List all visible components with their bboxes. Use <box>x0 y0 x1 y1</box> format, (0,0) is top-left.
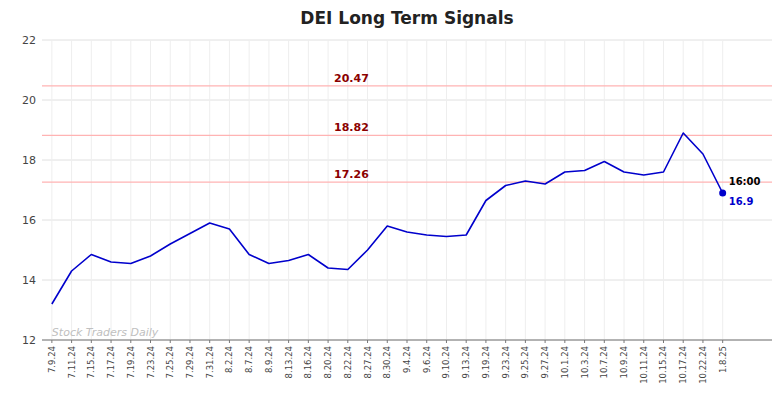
grid-line-x <box>209 40 210 340</box>
chart: DEI Long Term Signals 12 14 16 18 20 22 7.9.24 7… <box>0 0 784 398</box>
grid-line-x <box>308 40 309 340</box>
watermark: Stock Traders Daily <box>52 326 159 339</box>
grid-line-x <box>130 40 131 340</box>
grid-line-x <box>268 40 269 340</box>
x-tick-label: 7.23.24 <box>146 346 156 378</box>
plot-area <box>42 86 772 304</box>
grid-line-x <box>426 40 427 340</box>
x-tick-label: 9.19.24 <box>481 346 491 378</box>
x-tick-label: 1.8.25 <box>718 346 728 373</box>
grid-line-x <box>505 40 506 340</box>
last-value-label: 16.9 <box>729 196 754 207</box>
grid-line-x <box>564 40 565 340</box>
x-tick-label: 8.30.24 <box>382 346 392 378</box>
x-tick-label: 10.11.24 <box>639 346 649 384</box>
x-tick-label: 8.9.24 <box>264 346 274 373</box>
grid-line-x <box>683 40 684 340</box>
x-tick-label: 8.20.24 <box>323 346 333 378</box>
x-tick-label: 7.15.24 <box>86 346 96 378</box>
grid-line-x <box>229 40 230 340</box>
grid-line-x <box>189 40 190 340</box>
x-tick-label: 10.7.24 <box>599 346 609 378</box>
y-tick-label: 12 <box>22 334 36 347</box>
grid-line-x <box>643 40 644 340</box>
last-point <box>719 190 726 197</box>
x-tick-label: 9.23.24 <box>501 346 511 378</box>
x-tick-label: 9.4.24 <box>402 346 412 373</box>
x-tick-label: 8.22.24 <box>343 346 353 378</box>
x-tick-label: 10.1.24 <box>560 346 570 378</box>
grid-line-x <box>387 40 388 340</box>
grid-line-x <box>51 40 52 340</box>
title: DEI Long Term Signals <box>300 8 513 28</box>
x-tick-label: 9.27.24 <box>540 346 550 378</box>
grid-line-x <box>407 40 408 340</box>
y-tick-label: 16 <box>22 214 36 227</box>
x-tick-label: 7.11.24 <box>67 346 77 378</box>
grid <box>42 40 772 340</box>
x-tick-label: 8.2.24 <box>224 346 234 373</box>
signal-line <box>42 135 772 136</box>
grid-line-x <box>663 40 664 340</box>
grid-line-x <box>111 40 112 340</box>
x-tick-label: 7.17.24 <box>106 346 116 378</box>
grid-line-x <box>702 40 703 340</box>
grid-line-x <box>328 40 329 340</box>
x-tick-label: 10.22.24 <box>698 346 708 384</box>
y-tick-label: 20 <box>22 94 36 107</box>
grid-line-x <box>525 40 526 340</box>
x-tick-label: 7.31.24 <box>205 346 215 378</box>
grid-line-x <box>584 40 585 340</box>
grid-line-x <box>367 40 368 340</box>
grid-line-x <box>150 40 151 340</box>
x-tick-label: 7.29.24 <box>185 346 195 378</box>
x-tick-label: 7.25.24 <box>165 346 175 378</box>
x-tick-label: 7.19.24 <box>126 346 136 378</box>
x-tick-label: 7.9.24 <box>47 346 57 373</box>
signal-label: 17.26 <box>334 168 369 181</box>
signal-line <box>42 182 772 183</box>
x-axis <box>42 340 772 341</box>
grid-line-x <box>485 40 486 340</box>
grid-line-x <box>545 40 546 340</box>
grid-line-x <box>604 40 605 340</box>
grid-line-x <box>170 40 171 340</box>
grid-line-x <box>624 40 625 340</box>
grid-line-x <box>347 40 348 340</box>
x-tick-label: 8.16.24 <box>303 346 313 378</box>
grid-line-x <box>71 40 72 340</box>
grid-line-x <box>249 40 250 340</box>
x-tick-label: 10.9.24 <box>619 346 629 378</box>
y-tick-label: 18 <box>22 154 36 167</box>
x-tick-label: 10.3.24 <box>580 346 590 378</box>
x-tick-label: 9.6.24 <box>422 346 432 373</box>
grid-line-y <box>42 340 772 341</box>
signal-label: 20.47 <box>334 72 369 85</box>
x-tick-label: 9.25.24 <box>520 346 530 378</box>
y-tick-label: 14 <box>22 274 36 287</box>
x-tick-label: 9.13.24 <box>461 346 471 378</box>
x-tick-label: 8.7.24 <box>244 346 254 373</box>
signal-line <box>42 85 772 86</box>
grid-line-x <box>466 40 467 340</box>
y-tick-label: 22 <box>22 34 36 47</box>
x-tick-label: 10.15.24 <box>658 346 668 384</box>
x-tick-label: 8.13.24 <box>284 346 294 378</box>
price-line <box>52 133 723 304</box>
x-tick-label: 10.17.24 <box>678 346 688 384</box>
grid-line-x <box>91 40 92 340</box>
last-time-label: 16:00 <box>729 176 761 187</box>
grid-line-x <box>288 40 289 340</box>
x-tick-label: 9.10.24 <box>441 346 451 378</box>
x-tick-label: 8.27.24 <box>363 346 373 378</box>
signal-label: 18.82 <box>334 121 369 134</box>
grid-line-x <box>446 40 447 340</box>
